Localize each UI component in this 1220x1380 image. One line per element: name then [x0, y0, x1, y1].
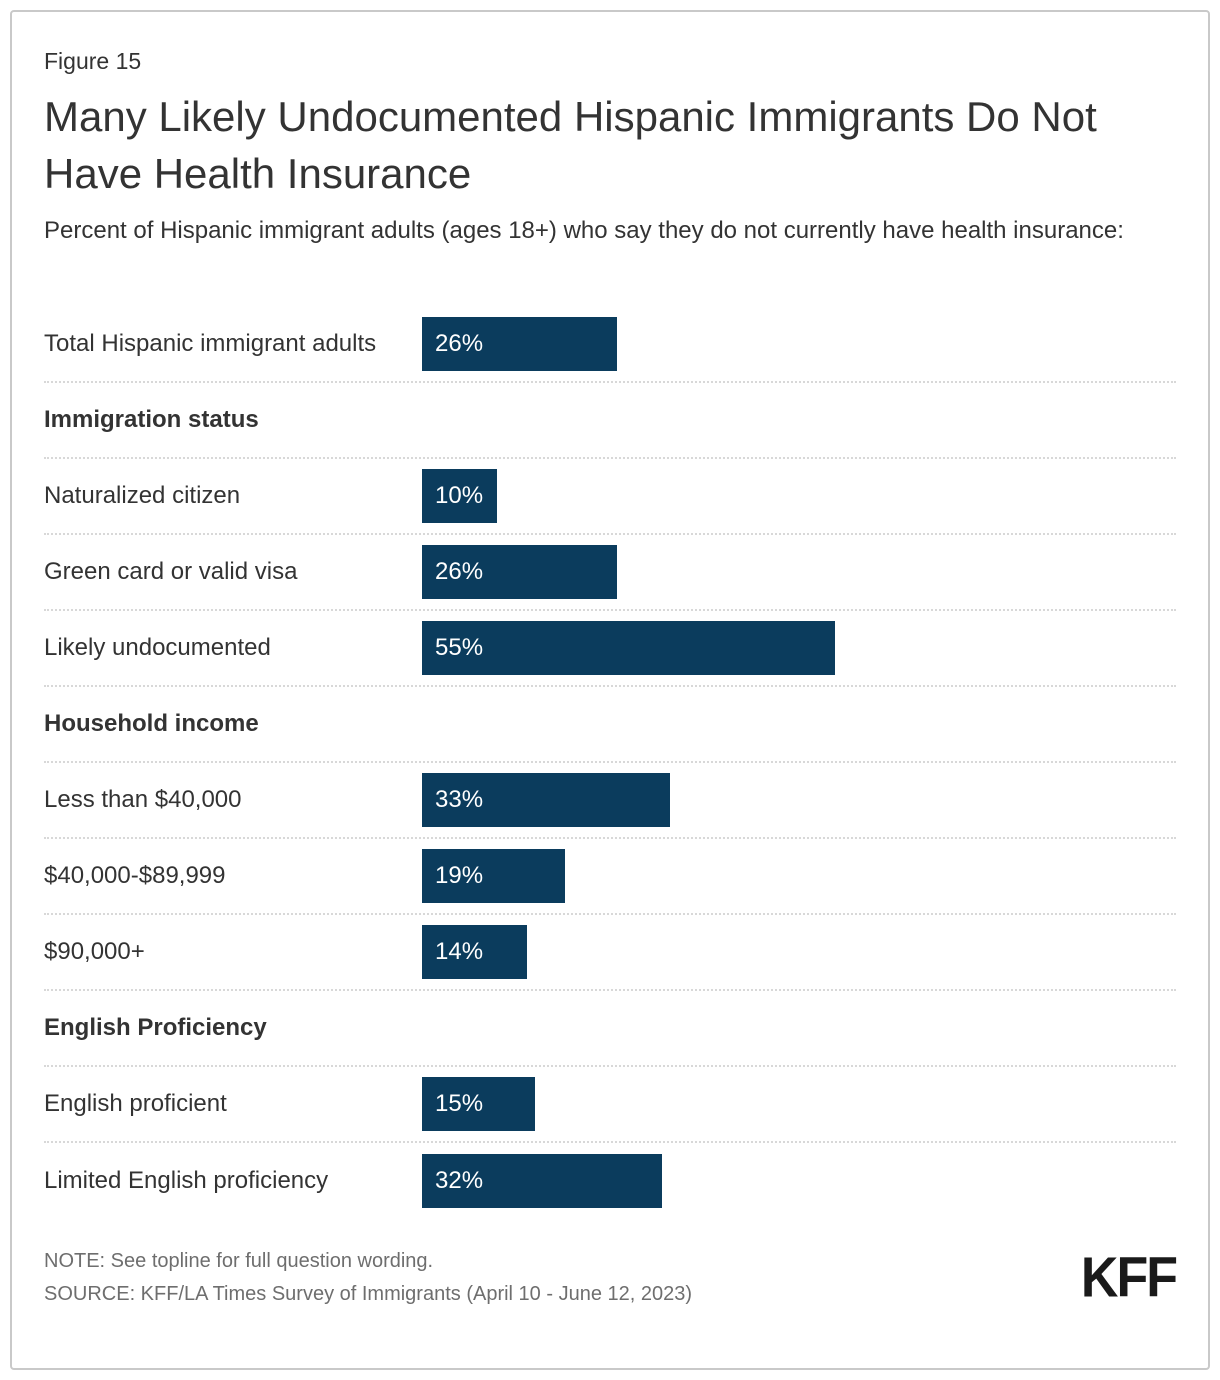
section-label: Household income — [44, 710, 259, 737]
kff-logo: KFF — [1080, 1246, 1178, 1310]
category-label: Total Hispanic immigrant adults — [44, 330, 377, 357]
chart-row-green-card: Green card or valid visa 26% — [44, 535, 1176, 611]
bar-value-label: 55% — [435, 634, 484, 661]
bar: 15% — [422, 1077, 535, 1131]
category-label: Green card or valid visa — [44, 558, 298, 585]
bar-track: 32% — [422, 1154, 1176, 1208]
bar: 19% — [422, 849, 565, 903]
section-header-household-income: Household income — [44, 687, 1176, 763]
bar-track: 55% — [422, 621, 1176, 675]
category-label: Less than $40,000 — [44, 786, 242, 813]
source-text: SOURCE: KFF/LA Times Survey of Immigrant… — [44, 1283, 693, 1305]
bar: 10% — [422, 469, 497, 523]
category-label: Limited English proficiency — [44, 1167, 329, 1194]
category-label: English proficient — [44, 1090, 227, 1117]
footnotes: NOTE: See topline for full question word… — [44, 1245, 692, 1311]
chart-row-90k-plus: $90,000+ 14% — [44, 915, 1176, 991]
category-label: Likely undocumented — [44, 634, 271, 661]
section-label: Immigration status — [44, 406, 259, 433]
bar-track: 26% — [422, 545, 1176, 599]
figure-subtitle: Percent of Hispanic immigrant adults (ag… — [44, 217, 1124, 244]
chart-row-total: Total Hispanic immigrant adults 26% — [44, 307, 1176, 383]
figure-title: Many Likely Undocumented Hispanic Immigr… — [44, 93, 1097, 197]
section-header-english-proficiency: English Proficiency — [44, 991, 1176, 1067]
bar-value-label: 32% — [435, 1167, 484, 1194]
bar-value-label: 10% — [435, 482, 484, 509]
bar: 14% — [422, 925, 527, 979]
chart-row-40k-89k: $40,000-$89,999 19% — [44, 839, 1176, 915]
bar-value-label: 26% — [435, 558, 484, 585]
category-label: $40,000-$89,999 — [44, 862, 226, 889]
bar-track: 26% — [422, 317, 1176, 371]
chart-row-likely-undocumented: Likely undocumented 55% — [44, 611, 1176, 687]
bar: 33% — [422, 773, 670, 827]
chart-row-limited-english: Limited English proficiency 32% — [44, 1143, 1176, 1219]
bar-value-label: 14% — [435, 938, 484, 965]
bar-track: 14% — [422, 925, 1176, 979]
section-header-immigration-status: Immigration status — [44, 383, 1176, 459]
bar-value-label: 26% — [435, 330, 484, 357]
figure-card: Figure 15 Many Likely Undocumented Hispa… — [10, 10, 1210, 1370]
bar-value-label: 15% — [435, 1090, 484, 1117]
bar-value-label: 33% — [435, 786, 484, 813]
bar-track: 15% — [422, 1077, 1176, 1131]
section-label: English Proficiency — [44, 1014, 267, 1041]
category-label: $90,000+ — [44, 938, 145, 965]
figure-footer: NOTE: See topline for full question word… — [44, 1245, 1178, 1311]
bar-track: 33% — [422, 773, 1176, 827]
category-label: Naturalized citizen — [44, 482, 241, 509]
bar-value-label: 19% — [435, 862, 484, 889]
bar: 55% — [422, 621, 835, 675]
note-text: NOTE: See topline for full question word… — [44, 1250, 434, 1272]
bar: 32% — [422, 1154, 662, 1208]
bar-track: 19% — [422, 849, 1176, 903]
figure-number: Figure 15 — [44, 48, 142, 74]
bar-chart: Total Hispanic immigrant adults 26% Immi… — [44, 307, 1176, 1219]
chart-row-english-proficient: English proficient 15% — [44, 1067, 1176, 1143]
bar: 26% — [422, 545, 617, 599]
chart-row-less-than-40k: Less than $40,000 33% — [44, 763, 1176, 839]
chart-row-naturalized-citizen: Naturalized citizen 10% — [44, 459, 1176, 535]
bar-track: 10% — [422, 469, 1176, 523]
bar: 26% — [422, 317, 617, 371]
